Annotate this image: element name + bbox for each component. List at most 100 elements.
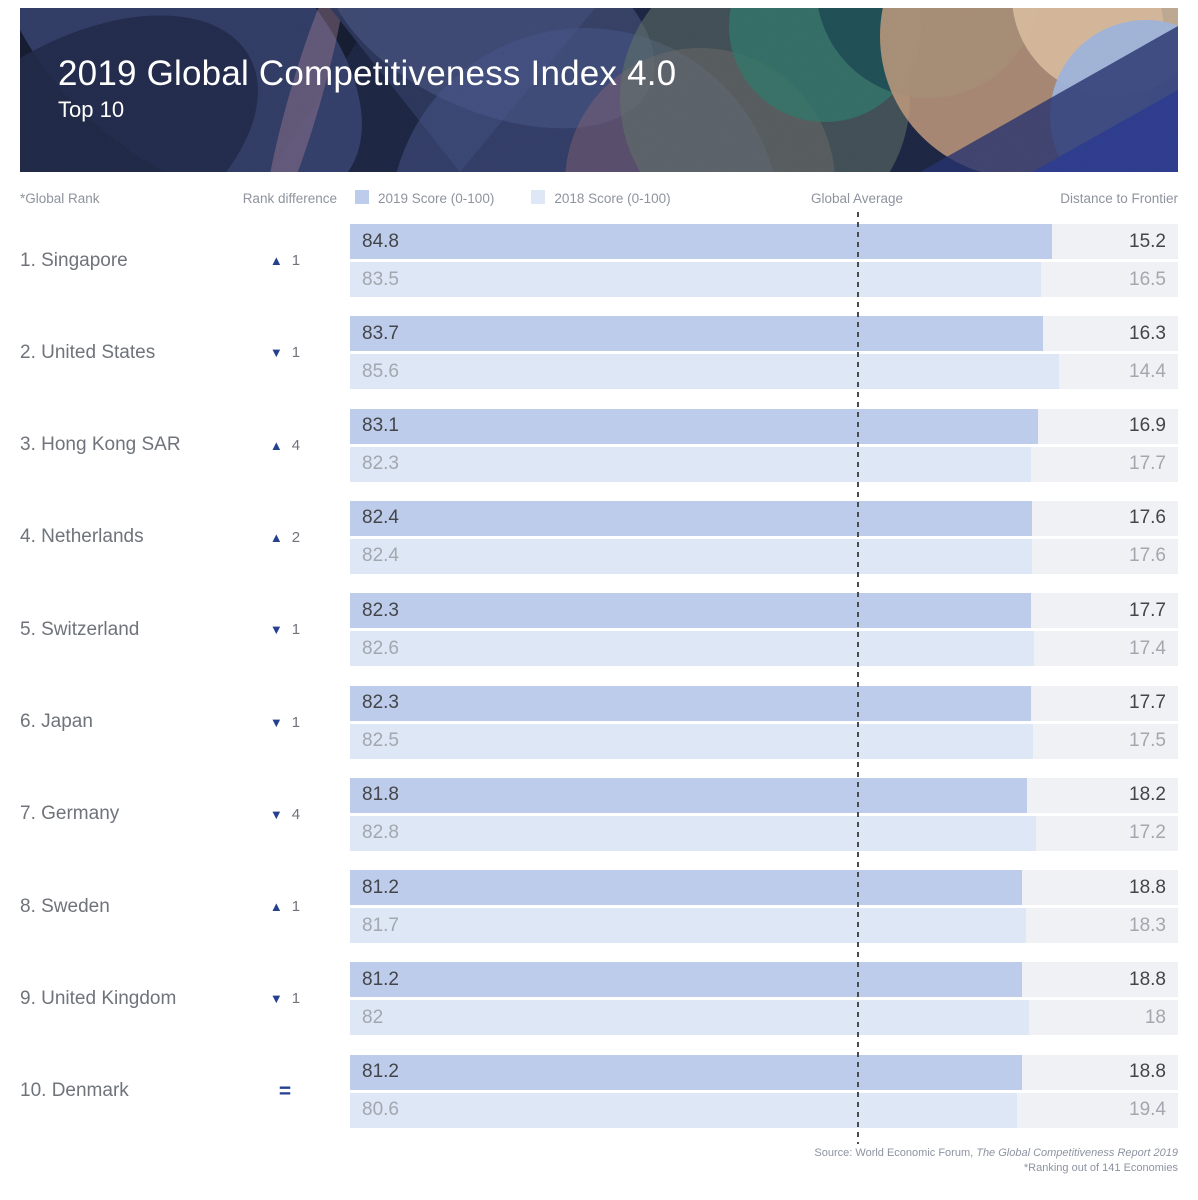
legend-swatch-2019-icon <box>355 190 369 204</box>
rank-change-value: 2 <box>291 528 301 546</box>
score-bar-2019: 82.3 17.7 <box>350 593 1178 629</box>
legend-label-2019: 2019 Score (0-100) <box>378 191 495 206</box>
distance-2019-value: 15.2 <box>1129 230 1166 252</box>
country-row: 4. Netherlands ▲ 2 82.4 17.6 82.4 17.6 <box>20 500 1178 574</box>
score-bar-2019-fill <box>350 593 1032 629</box>
score-bar-2019: 83.7 16.3 <box>350 316 1178 352</box>
page-subtitle: Top 10 <box>58 97 125 122</box>
source-report-title: The Global Competitiveness Report 2019 <box>976 1147 1178 1159</box>
rank-equal-icon: = <box>278 1079 292 1103</box>
distance-2018-value: 16.5 <box>1129 268 1166 290</box>
country-label: 5. Switzerland <box>20 618 140 640</box>
score-bar-2019: 81.2 18.8 <box>350 870 1178 906</box>
country-label: 3. Hong Kong SAR <box>20 434 181 456</box>
legend-label-2018: 2018 Score (0-100) <box>554 191 671 206</box>
distance-2019-value: 16.9 <box>1129 415 1166 437</box>
score-2019-value: 81.8 <box>362 784 399 806</box>
score-2018-value: 82.4 <box>362 545 399 567</box>
column-header-global-average: Global Average <box>810 191 904 206</box>
score-bar-2019-fill <box>350 408 1039 444</box>
score-bars: 83.7 16.3 85.6 14.4 <box>350 316 1178 390</box>
rank-down-icon: ▼ <box>269 622 283 638</box>
rank-change-value: 1 <box>291 344 301 362</box>
rank-change-value: 4 <box>291 805 301 823</box>
score-bar-2018: 82.4 17.6 <box>350 538 1178 574</box>
rank-change: ▼ 1 <box>233 962 337 1035</box>
score-2019-value: 82.4 <box>362 507 399 529</box>
score-2018-value: 85.6 <box>362 360 399 382</box>
rank-up-icon: ▲ <box>269 529 283 545</box>
score-bar-2018-fill <box>350 723 1034 759</box>
score-2018-value: 82 <box>362 1006 384 1028</box>
score-2019-value: 81.2 <box>362 1061 399 1083</box>
score-bar-2018-fill <box>350 354 1059 390</box>
rank-change-value: 1 <box>291 898 301 916</box>
rank-down-icon: ▼ <box>269 806 283 822</box>
score-bars: 83.1 16.9 82.3 17.7 <box>350 408 1178 482</box>
distance-2019-value: 17.7 <box>1129 692 1166 713</box>
score-bar-2019-fill <box>350 1054 1023 1090</box>
score-bar-2019: 81.2 18.8 <box>350 962 1178 998</box>
country-label: 10. Denmark <box>20 1080 129 1102</box>
rank-change: ▼ 1 <box>233 686 337 759</box>
column-header-distance-to-frontier: Distance to Frontier <box>1060 191 1178 206</box>
column-header-rank-difference: Rank difference <box>242 191 337 206</box>
score-bars: 81.2 18.8 81.7 18.3 <box>350 870 1178 944</box>
country-label: 1. Singapore <box>20 249 128 271</box>
score-bar-2018: 82.3 17.7 <box>350 446 1178 482</box>
country-row: 1. Singapore ▲ 1 84.8 15.2 83.5 16.5 <box>20 224 1178 297</box>
score-2019-value: 84.8 <box>362 230 399 252</box>
score-bar-2018-fill <box>350 1000 1029 1036</box>
global-average-line <box>857 212 859 1144</box>
score-2018-value: 82.6 <box>362 637 399 659</box>
header-banner: 2019 Global Competitiveness Index 4.0 To… <box>20 8 1178 172</box>
score-bar-2018-fill <box>350 538 1033 574</box>
score-bar-2019-fill <box>350 777 1028 813</box>
score-bar-2018-fill <box>350 446 1032 482</box>
score-2019-value: 83.1 <box>362 415 399 437</box>
score-bar-2019-fill <box>350 962 1023 998</box>
footer: Source: World Economic Forum, The Global… <box>814 1146 1178 1176</box>
score-bar-2018: 81.7 18.3 <box>350 908 1178 944</box>
source-note: Source: World Economic Forum, The Global… <box>814 1146 1178 1161</box>
rank-change: ▲ 4 <box>233 409 337 482</box>
score-bar-2019-fill <box>350 870 1023 906</box>
rank-change: = <box>233 1055 337 1128</box>
country-row: 2. United States ▼ 1 83.7 16.3 85.6 14.4 <box>20 316 1178 390</box>
distance-2019-value: 18.8 <box>1129 1061 1166 1083</box>
ranking-note: *Ranking out of 141 Economies <box>1023 1162 1178 1174</box>
score-bar-2019: 82.4 17.6 <box>350 500 1178 536</box>
rank-up-icon: ▲ <box>269 437 283 453</box>
score-bars: 81.2 18.8 82 18 <box>350 962 1178 1036</box>
rank-change-value: 4 <box>291 436 301 454</box>
score-bar-2019-fill <box>350 500 1033 536</box>
distance-2019-value: 17.7 <box>1129 599 1166 621</box>
country-row: 6. Japan ▼ 1 82.3 17.7 82.5 17.5 <box>20 685 1178 759</box>
distance-2018-value: 17.7 <box>1129 453 1166 475</box>
score-2019-value: 81.2 <box>362 968 399 990</box>
rank-change-value: 1 <box>291 252 301 269</box>
country-label: 9. United Kingdom <box>20 987 177 1009</box>
distance-2018-value: 18.3 <box>1129 914 1166 936</box>
rank-down-icon: ▼ <box>269 345 283 361</box>
rank-change-value: 1 <box>291 621 301 639</box>
chart-rows: 1. Singapore ▲ 1 84.8 15.2 83.5 16.5 2. … <box>20 224 1178 1154</box>
score-bar-2018-fill <box>350 908 1027 944</box>
distance-2018-value: 17.2 <box>1129 822 1166 844</box>
rank-change: ▼ 4 <box>233 778 337 851</box>
score-bar-2018: 83.5 16.5 <box>350 262 1178 297</box>
score-2019-value: 82.3 <box>362 599 399 621</box>
score-bar-2018: 85.6 14.4 <box>350 354 1178 390</box>
score-2019-value: 83.7 <box>362 322 399 344</box>
country-row: 5. Switzerland ▼ 1 82.3 17.7 82.6 17.4 <box>20 593 1178 667</box>
country-row: 9. United Kingdom ▼ 1 81.2 18.8 82 18 <box>20 962 1178 1036</box>
source-prefix: Source: World Economic Forum, <box>814 1147 977 1159</box>
rank-change: ▲ 2 <box>233 501 337 574</box>
score-bar-2018-fill <box>350 815 1036 851</box>
distance-2018-value: 19.4 <box>1129 1099 1166 1121</box>
score-bars: 82.4 17.6 82.4 17.6 <box>350 500 1178 574</box>
score-bar-2019-fill <box>350 316 1044 352</box>
distance-2019-value: 18.8 <box>1129 968 1166 990</box>
rank-change: ▼ 1 <box>233 593 337 666</box>
